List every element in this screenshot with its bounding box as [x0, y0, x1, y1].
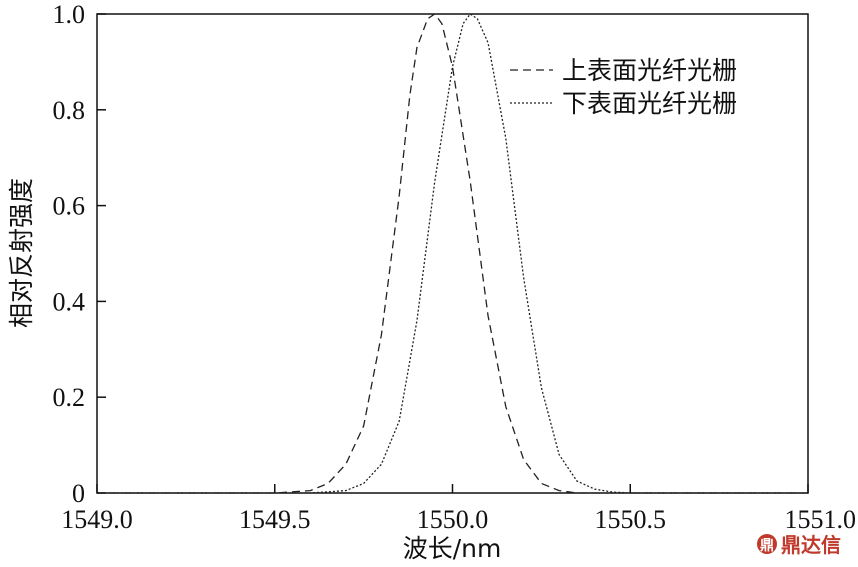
x-tick-label: 1550.5: [595, 505, 667, 534]
series-line-lower: [97, 13, 808, 494]
y-tick-label: 1.0: [53, 0, 86, 29]
y-axis-ticks: 0 0.2 0.4 0.6 0.8 1.0: [53, 0, 106, 508]
x-tick-label: 1549.0: [61, 505, 133, 534]
y-tick-label: 0.4: [53, 287, 86, 316]
plot-frame: [96, 13, 809, 494]
legend: 上表面光纤光栅 下表面光纤光栅: [510, 56, 737, 118]
x-tick-label: 1551.0: [785, 505, 857, 534]
y-tick-label: 0.8: [53, 96, 86, 125]
x-axis-ticks: 1549.0 1549.5 1550.0 1550.5 1551.0: [61, 484, 856, 534]
x-axis-title: 波长/nm: [403, 534, 502, 563]
watermark: 鼎 鼎达信: [757, 533, 841, 557]
series-line-upper: [97, 13, 808, 494]
y-axis-title: 相对反射强度: [7, 178, 36, 328]
series-layer: [97, 13, 808, 494]
y-tick-label: 0.6: [53, 192, 86, 221]
legend-label-lower: 下表面光纤光栅: [562, 89, 737, 118]
y-tick-label: 0: [72, 479, 85, 508]
y-tick-label: 0.2: [53, 383, 86, 412]
x-tick-label: 1549.5: [239, 505, 311, 534]
dingdaxin-logo-icon: 鼎: [757, 534, 777, 554]
legend-label-upper: 上表面光纤光栅: [562, 56, 737, 85]
x-tick-label: 1550.0: [417, 505, 489, 534]
watermark-text: 鼎达信: [781, 533, 841, 557]
svg-text:鼎: 鼎: [760, 537, 774, 554]
